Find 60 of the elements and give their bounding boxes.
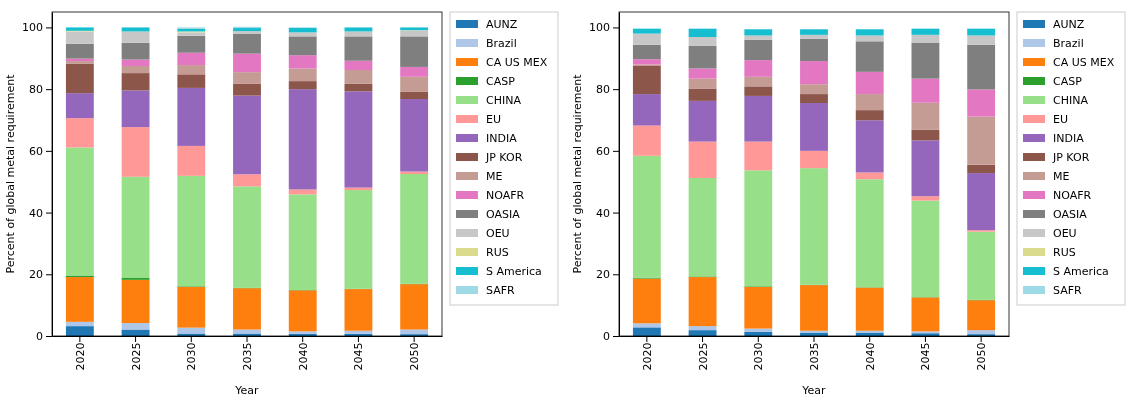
legend-label: JP KOR [1052,151,1090,164]
y-tick-label: 80 [596,83,610,97]
legend-label: JP KOR [485,151,523,164]
x-axis-title: Year [801,384,827,397]
legend-label: RUS [1053,246,1076,259]
legend-label: NOAFR [1053,189,1092,202]
legend-label: INDIA [1053,132,1085,145]
y-axis-title: Percent of global metal requirement [571,73,584,274]
x-tick-label: 2030 [185,342,199,371]
legend-label: INDIA [486,132,518,145]
x-tick-label: 2020 [73,342,87,371]
legend-label: Brazil [486,37,517,50]
legend-label: Brazil [1053,37,1084,50]
y-tick-label: 20 [596,268,610,282]
y-tick-label: 100 [22,21,43,35]
x-tick-label: 2025 [696,342,710,371]
legend-label: ME [1053,170,1070,183]
x-tick-label: 2045 [919,342,933,371]
y-tick-label: 80 [29,83,43,97]
y-tick-label: 40 [596,206,610,220]
y-axis-title: Percent of global metal requirement [4,73,17,274]
legend-label: S America [1053,265,1109,278]
legend-label: EU [486,113,502,126]
x-axis-title: Year [234,384,260,397]
legend-label: CHINA [486,94,522,107]
legend-label: CA US MEX [486,56,548,69]
x-tick-label: 2030 [752,342,766,371]
legend-label: OEU [486,227,510,240]
legend-label: AUNZ [1053,18,1085,31]
y-tick-label: 20 [29,268,43,282]
legend-label: ME [486,170,503,183]
legend-label: AUNZ [486,18,518,31]
legend-label: OASIA [486,208,521,221]
y-tick-label: 40 [29,206,43,220]
x-tick-label: 2045 [352,342,366,371]
legend-label: EU [1053,113,1069,126]
legend-label: CASP [486,75,516,88]
y-tick-label: 60 [596,144,610,158]
legend-label: OEU [1053,227,1077,240]
x-tick-label: 2040 [863,342,877,371]
legend-label: SAFR [1053,284,1083,297]
legend-label: NOAFR [486,189,525,202]
legend-label: OASIA [1053,208,1088,221]
x-tick-label: 2050 [408,342,422,371]
legend-label: S America [486,265,542,278]
y-tick-label: 100 [589,21,610,35]
x-tick-label: 2035 [241,342,255,371]
legend-label: CASP [1053,75,1083,88]
x-tick-label: 2035 [808,342,822,371]
legend-label: CHINA [1053,94,1089,107]
x-tick-label: 2020 [640,342,654,371]
legend-label: CA US MEX [1053,56,1115,69]
y-tick-label: 60 [29,144,43,158]
legend-label: SAFR [486,284,516,297]
y-tick-label: 0 [603,330,610,344]
x-tick-label: 2025 [129,342,143,371]
legend-label: RUS [486,246,509,259]
y-tick-label: 0 [36,330,43,344]
x-tick-label: 2050 [975,342,989,371]
x-tick-label: 2040 [296,342,310,371]
